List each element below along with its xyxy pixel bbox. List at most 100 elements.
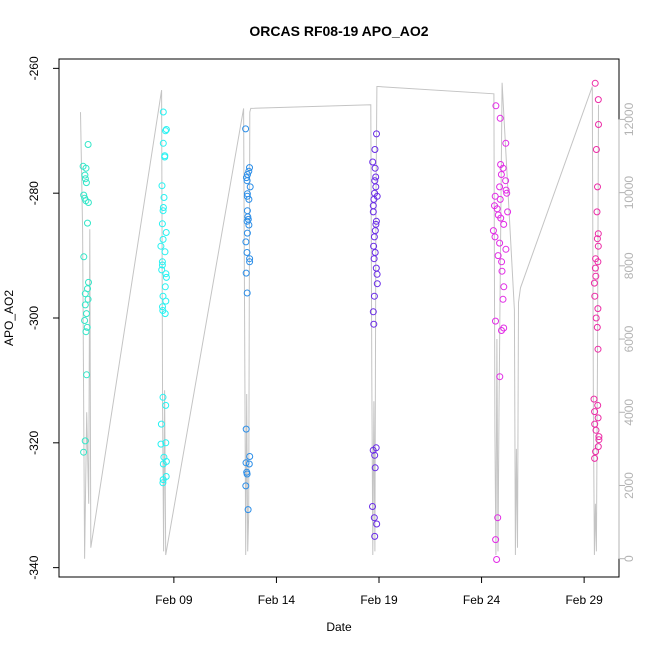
data-point <box>595 433 603 441</box>
data-point <box>245 195 253 203</box>
data-point <box>496 183 504 191</box>
x-axis-label: Date <box>326 620 352 634</box>
data-point <box>85 278 92 286</box>
data-point <box>491 192 499 200</box>
data-point <box>594 414 602 422</box>
y-tick-label: -320 <box>27 430 41 454</box>
data-point <box>499 164 507 172</box>
data-point <box>369 208 377 216</box>
data-point <box>160 194 168 201</box>
data-point <box>158 182 166 190</box>
data-point <box>82 179 90 187</box>
data-point <box>592 146 600 153</box>
data-point <box>82 328 90 336</box>
data-point <box>159 476 167 484</box>
data-point <box>595 121 602 128</box>
data-point <box>243 174 250 182</box>
data-point <box>594 345 602 353</box>
data-point <box>80 253 88 261</box>
data-point <box>159 303 166 311</box>
data-point <box>592 426 600 434</box>
data-point <box>370 320 378 328</box>
data-point <box>371 177 379 185</box>
y-tick-label: -340 <box>27 555 41 579</box>
data-point <box>504 208 512 216</box>
data-point <box>371 451 379 459</box>
data-point <box>162 439 170 447</box>
data-point <box>370 514 378 522</box>
data-point <box>242 238 250 246</box>
data-point <box>244 506 252 514</box>
data-point <box>82 164 90 172</box>
data-point <box>370 233 378 241</box>
data-point <box>591 264 599 272</box>
data-point <box>593 235 601 243</box>
data-point <box>81 317 89 324</box>
data-point <box>371 464 379 472</box>
data-point <box>590 395 598 403</box>
data-point <box>242 269 250 277</box>
data-point <box>159 393 167 401</box>
data-point <box>242 459 250 467</box>
data-point <box>162 229 170 236</box>
data-point <box>81 290 89 298</box>
data-point <box>81 301 89 309</box>
data-point <box>84 141 92 148</box>
data-point <box>370 242 378 250</box>
x-tick-label: Feb 14 <box>258 593 296 607</box>
y2-tick-label: 10000 <box>622 176 636 210</box>
x-tick-label: Feb 29 <box>565 593 603 607</box>
x-tick-label: Feb 24 <box>463 593 501 607</box>
data-point <box>84 295 92 303</box>
data-point <box>370 292 378 300</box>
data-point <box>243 470 251 478</box>
data-point <box>242 425 250 433</box>
y2-tick-label: 6000 <box>622 325 636 352</box>
data-point <box>369 158 377 166</box>
data-point <box>243 289 251 297</box>
data-point <box>84 199 92 206</box>
data-point <box>157 242 165 250</box>
data-point <box>83 323 91 331</box>
data-point <box>502 139 510 147</box>
data-point <box>159 108 167 116</box>
data-point <box>592 448 600 456</box>
data-point <box>158 220 166 228</box>
data-point <box>372 183 380 191</box>
y2-tick-label: 12000 <box>622 102 636 136</box>
data-point <box>371 249 379 256</box>
data-point <box>369 503 376 510</box>
data-point <box>372 217 380 225</box>
data-point <box>244 213 252 221</box>
data-point <box>162 126 170 133</box>
data-point <box>502 186 510 194</box>
data-point <box>493 556 501 563</box>
data-point <box>591 79 599 87</box>
y2-tick-label: 4000 <box>622 399 636 426</box>
y2-tick-label: 0 <box>622 555 636 562</box>
data-point <box>158 261 166 269</box>
data-point <box>242 125 250 133</box>
data-point <box>492 536 500 544</box>
data-point <box>162 297 170 305</box>
data-point <box>243 217 251 225</box>
data-point <box>243 177 251 185</box>
data-point <box>245 167 253 175</box>
data-point <box>83 371 91 379</box>
data-point <box>371 227 379 235</box>
data-point <box>159 460 167 468</box>
data-point <box>246 183 254 191</box>
altitude-line <box>80 82 599 559</box>
data-point <box>594 230 602 238</box>
data-point <box>498 267 506 275</box>
data-point <box>593 323 601 331</box>
data-point <box>592 314 600 322</box>
data-point <box>591 292 599 300</box>
data-point <box>159 207 167 215</box>
data-point <box>489 227 497 235</box>
chart-title: ORCAS RF08-19 APO_AO2 <box>249 23 428 39</box>
data-point <box>81 171 89 179</box>
y2-tick-label: 2000 <box>622 472 636 499</box>
data-point <box>594 96 602 104</box>
data-point <box>500 283 508 291</box>
